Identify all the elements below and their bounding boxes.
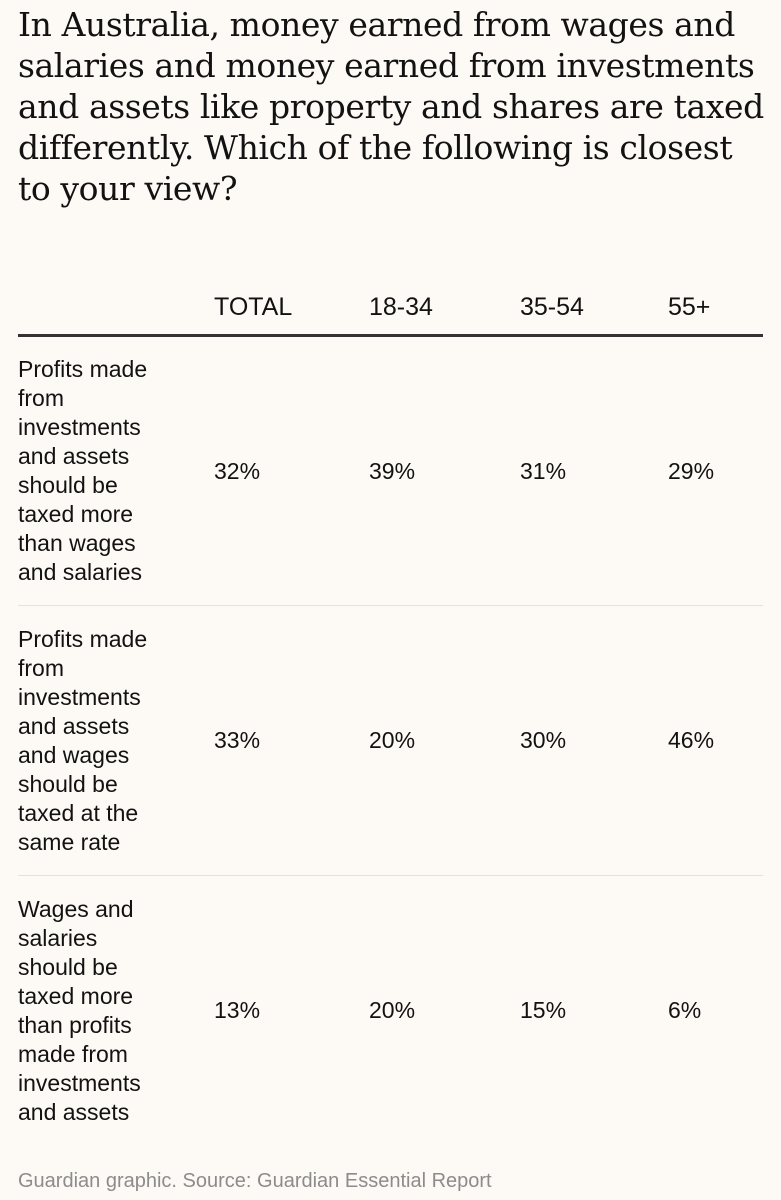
cell-value: 29% (668, 335, 763, 606)
cell-value: 15% (520, 997, 567, 1024)
cell-value: 13% (214, 997, 261, 1024)
cell-value: 31% (520, 335, 668, 606)
cell-value: 46% (668, 605, 763, 876)
column-header-35-54: 35-54 (520, 280, 668, 337)
cell-value: 6% (668, 997, 702, 1024)
row-label-text: Wages and salaries should be taxed more … (18, 895, 141, 1125)
column-header-55-plus: 55+ (668, 280, 763, 337)
table-row: Profits made from investments and assets… (18, 335, 763, 606)
header-blank (18, 280, 214, 337)
cell-value: 30% (520, 605, 668, 876)
cell-value: 20% (369, 997, 416, 1024)
cell-value: 33% (214, 605, 369, 876)
poll-table: TOTAL 18-34 35-54 55+ Profits made from … (18, 280, 763, 1146)
table-row: Wages and salaries should be taxed more … (18, 876, 763, 1146)
header-row: TOTAL 18-34 35-54 55+ (18, 280, 763, 337)
row-label-text: Profits made from investments and assets… (18, 356, 148, 585)
cell-value: 32% (214, 335, 369, 606)
chart-title: In Australia, money earned from wages an… (18, 5, 764, 208)
row-label: Wages and salaries should be taxed more … (18, 876, 214, 1146)
row-label: Profits made from investments and assets… (18, 335, 214, 606)
row-label: Profits made from investments and assets… (18, 605, 214, 876)
cell-value: 20% (369, 605, 520, 876)
column-header-total: TOTAL (214, 280, 369, 337)
table-row: Profits made from investments and assets… (18, 605, 763, 876)
row-label-text: Profits made from investments and assets… (18, 625, 148, 855)
column-header-18-34: 18-34 (369, 280, 520, 337)
source-note: Guardian graphic. Source: Guardian Essen… (18, 1170, 492, 1192)
cell-value: 39% (369, 335, 520, 606)
